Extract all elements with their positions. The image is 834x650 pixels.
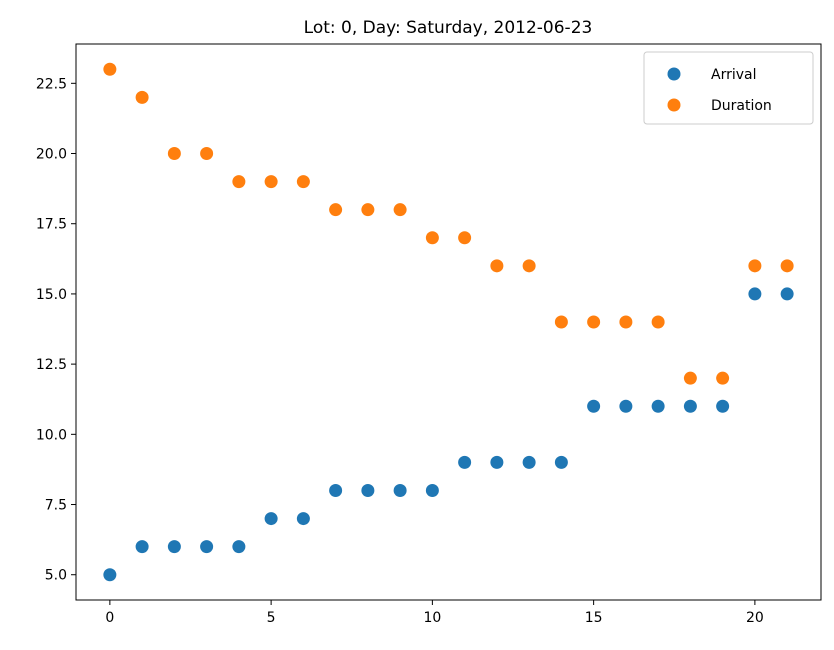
arrival-point	[393, 483, 407, 497]
axes-frame	[75, 43, 822, 601]
y-tick-label: 5.0	[45, 568, 67, 584]
arrival-point	[587, 399, 601, 413]
x-tick-label: 0	[105, 610, 114, 626]
arrival-point	[716, 399, 730, 413]
arrival-point	[522, 455, 536, 469]
duration-point	[716, 371, 730, 385]
duration-point	[780, 259, 794, 273]
x-axis: 0 5 10 15 20	[105, 600, 764, 626]
arrival-point	[135, 540, 149, 554]
arrival-point	[296, 512, 310, 526]
duration-point	[329, 203, 343, 217]
legend-label-arrival: Arrival	[711, 67, 757, 83]
y-axis: 5.0 7.5 10.0 12.5 15.0 17.5 20.0 22.5	[36, 76, 76, 584]
duration-point	[361, 203, 375, 217]
duration-point	[296, 175, 310, 189]
legend-marker-duration	[667, 98, 681, 112]
arrival-point	[232, 540, 246, 554]
duration-point	[748, 259, 762, 273]
series-arrival	[103, 287, 794, 582]
duration-point	[554, 315, 568, 329]
duration-point	[264, 175, 278, 189]
arrival-point	[619, 399, 633, 413]
arrival-point	[554, 455, 568, 469]
y-tick-label: 22.5	[36, 76, 67, 92]
chart-title: Lot: 0, Day: Saturday, 2012-06-23	[304, 18, 593, 38]
data-points	[103, 62, 794, 582]
arrival-point	[361, 483, 375, 497]
legend-marker-arrival	[667, 67, 681, 81]
x-tick-label: 20	[746, 610, 764, 626]
arrival-point	[103, 568, 117, 582]
duration-point	[167, 147, 181, 161]
duration-point	[651, 315, 665, 329]
legend-label-duration: Duration	[711, 98, 772, 114]
duration-point	[522, 259, 536, 273]
arrival-point	[748, 287, 762, 301]
duration-point	[490, 259, 504, 273]
arrival-point	[200, 540, 214, 554]
y-tick-label: 17.5	[36, 217, 67, 233]
arrival-point	[264, 512, 278, 526]
duration-point	[393, 203, 407, 217]
arrival-point	[490, 455, 504, 469]
y-tick-label: 12.5	[36, 357, 67, 373]
duration-point	[200, 147, 214, 161]
legend-box	[643, 51, 814, 125]
y-tick-label: 7.5	[45, 498, 67, 514]
arrival-point	[780, 287, 794, 301]
arrival-point	[683, 399, 697, 413]
arrival-point	[651, 399, 665, 413]
y-tick-label: 15.0	[36, 287, 67, 303]
duration-point	[458, 231, 472, 245]
duration-point	[683, 371, 697, 385]
y-tick-label: 20.0	[36, 147, 67, 163]
series-duration	[103, 62, 794, 385]
duration-point	[587, 315, 601, 329]
duration-point	[425, 231, 439, 245]
duration-point	[135, 90, 149, 104]
x-tick-label: 15	[585, 610, 603, 626]
duration-point	[232, 175, 246, 189]
x-tick-label: 5	[267, 610, 276, 626]
plot-area	[75, 43, 822, 601]
duration-point	[103, 62, 117, 76]
arrival-point	[425, 483, 439, 497]
y-tick-label: 10.0	[36, 427, 67, 443]
legend: Arrival Duration	[643, 51, 814, 125]
x-tick-label: 10	[423, 610, 441, 626]
duration-point	[619, 315, 633, 329]
arrival-point	[167, 540, 181, 554]
arrival-point	[458, 455, 472, 469]
arrival-point	[329, 483, 343, 497]
